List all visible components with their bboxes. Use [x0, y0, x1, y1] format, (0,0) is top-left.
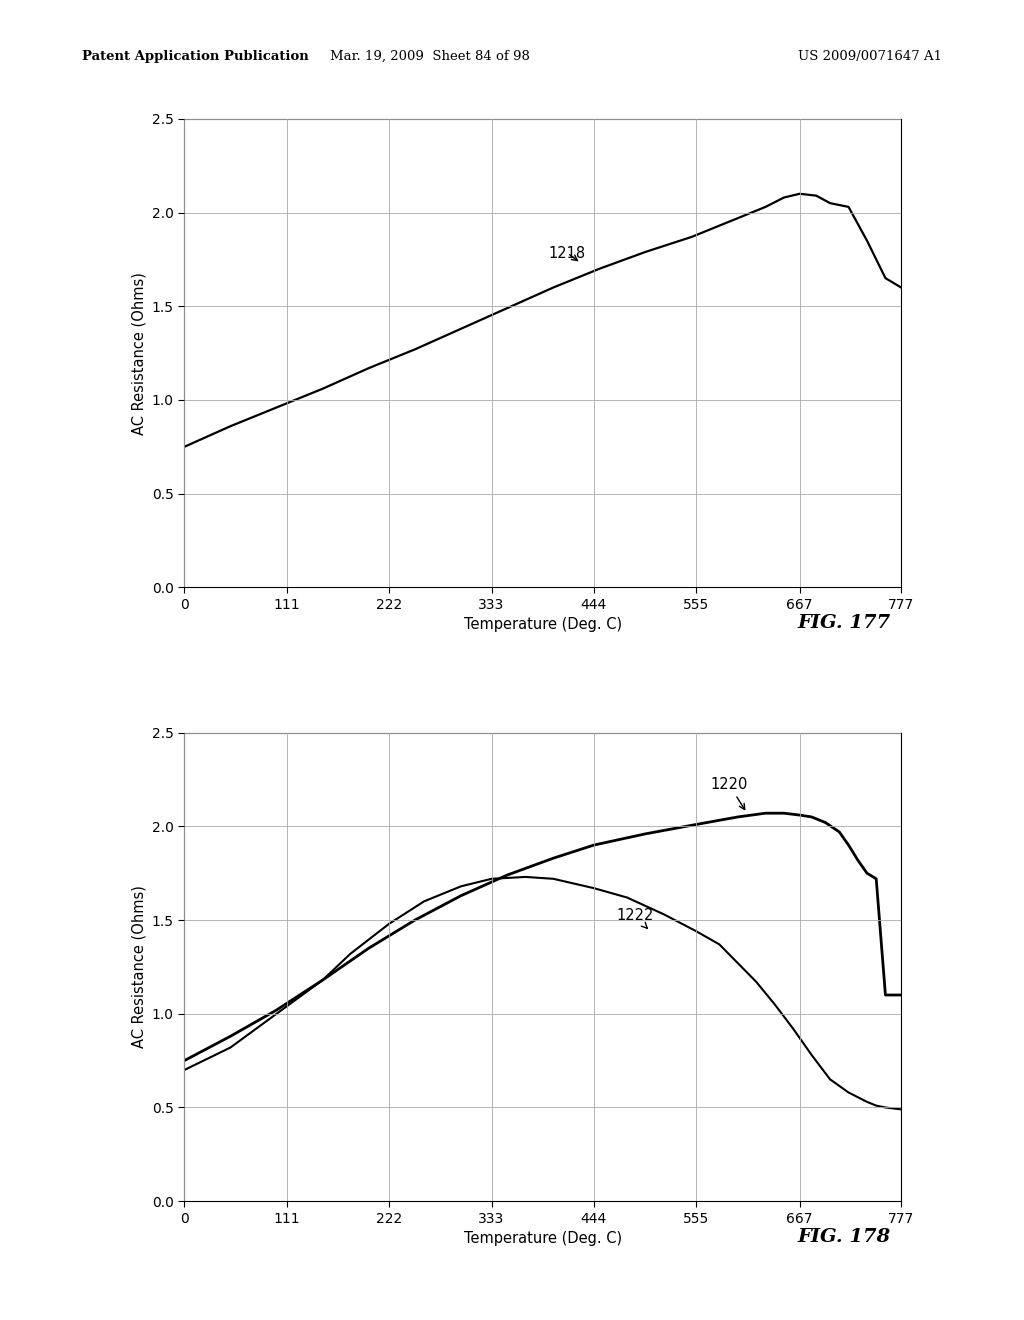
Text: FIG. 177: FIG. 177 — [798, 614, 891, 632]
Text: Patent Application Publication: Patent Application Publication — [82, 50, 308, 63]
Text: US 2009/0071647 A1: US 2009/0071647 A1 — [798, 50, 942, 63]
Text: FIG. 178: FIG. 178 — [798, 1228, 891, 1246]
Text: 1220: 1220 — [711, 777, 748, 809]
X-axis label: Temperature (Deg. C): Temperature (Deg. C) — [464, 1232, 622, 1246]
Y-axis label: AC Resistance (Ohms): AC Resistance (Ohms) — [131, 886, 146, 1048]
X-axis label: Temperature (Deg. C): Temperature (Deg. C) — [464, 618, 622, 632]
Y-axis label: AC Resistance (Ohms): AC Resistance (Ohms) — [131, 272, 146, 434]
Text: Mar. 19, 2009  Sheet 84 of 98: Mar. 19, 2009 Sheet 84 of 98 — [330, 50, 530, 63]
Text: 1222: 1222 — [616, 908, 653, 928]
Text: 1218: 1218 — [549, 246, 586, 260]
